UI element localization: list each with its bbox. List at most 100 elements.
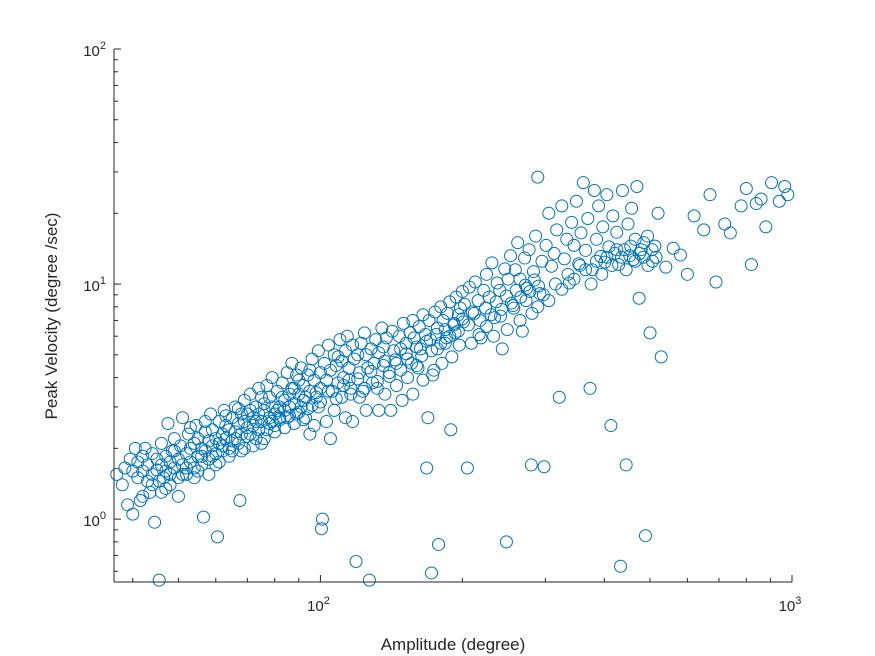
scatter-point [583, 381, 597, 395]
scatter-point [628, 232, 642, 246]
scatter-point [539, 238, 553, 252]
scatter-point [614, 559, 628, 573]
scatter-point [542, 294, 556, 308]
scatter-point [697, 223, 711, 237]
scatter-point [311, 344, 325, 358]
scatter-point [576, 176, 590, 190]
scatter-point [424, 344, 438, 358]
scatter-point [542, 206, 556, 220]
scatter-point [547, 246, 561, 260]
scatter-point [249, 415, 263, 429]
scatter-point [171, 489, 185, 503]
scatter-point [590, 232, 604, 246]
scatter-point [649, 250, 663, 264]
scatter-point [219, 419, 233, 433]
scatter-point [401, 371, 415, 385]
scatter-point [513, 313, 527, 327]
scatter-point [654, 350, 668, 364]
scatter-point [260, 379, 274, 393]
scatter-point [346, 415, 360, 429]
scatter-point [131, 471, 145, 485]
scatter-point [411, 361, 425, 375]
scatter-point [154, 485, 168, 499]
scatter-point [364, 364, 378, 378]
scatter-point [292, 405, 306, 419]
scatter-point [484, 308, 498, 322]
scatter-point [531, 279, 545, 293]
scatter-point [487, 329, 501, 343]
scatter-point [265, 415, 279, 429]
scatter-point [257, 432, 271, 446]
scatter-point [569, 194, 583, 208]
scatter-point [531, 300, 545, 314]
scatter-point [294, 361, 308, 375]
scatter-point [222, 449, 236, 463]
y-axis-label: Peak Velocity (degree /sec) [42, 213, 61, 420]
scatter-point [765, 176, 779, 190]
scatter-point [426, 368, 440, 382]
scatter-point [123, 452, 137, 466]
scatter-point [161, 417, 175, 431]
scatter-point [621, 217, 635, 231]
scatter-point [287, 417, 301, 431]
scatter-point [283, 409, 297, 423]
scatter-point [189, 419, 203, 433]
scatter-point [176, 411, 190, 425]
scatter-point [159, 464, 173, 478]
scatter-point [494, 302, 508, 316]
scatter-point [444, 423, 458, 437]
scatter-point [301, 402, 315, 416]
scatter-point [357, 381, 371, 395]
scatter-point [385, 324, 399, 338]
scatter-point [468, 275, 482, 289]
scatter-point [666, 241, 680, 255]
scatter-point [680, 267, 694, 281]
scatter-point [270, 403, 284, 417]
scatter-point [555, 199, 569, 213]
scatter-point [443, 295, 457, 309]
scatter-point [461, 318, 475, 332]
scatter-point [498, 262, 512, 276]
scatter-point [499, 535, 513, 549]
scatter-point [205, 439, 219, 453]
scatter-point [209, 458, 223, 472]
scatter-point [183, 421, 197, 435]
scatter-point [157, 471, 171, 485]
scatter-point [191, 432, 205, 446]
scatter-point [435, 356, 449, 370]
scatter-point [321, 384, 335, 398]
scatter-point [630, 180, 644, 194]
scatter-point [434, 336, 448, 350]
scatter-point [136, 449, 150, 463]
data-markers [110, 170, 795, 587]
y-tick-label: 100 [83, 510, 106, 530]
scatter-point [587, 184, 601, 198]
scatter-point [351, 372, 365, 386]
scatter-point [163, 467, 177, 481]
scatter-point [526, 265, 540, 279]
scatter-point [319, 415, 333, 429]
scatter-point [557, 252, 571, 266]
scatter-point [451, 324, 465, 338]
scatter-point [233, 493, 247, 507]
scatter-point [195, 441, 209, 455]
scatter-point [323, 432, 337, 446]
scatter-point [555, 282, 569, 296]
scatter-point [641, 258, 655, 272]
scatter-point [285, 381, 299, 395]
scatter-point [290, 368, 304, 382]
scatter-point [187, 461, 201, 475]
scatter-point [219, 432, 233, 446]
scatter-point [347, 352, 361, 366]
scatter-point [432, 537, 446, 551]
scatter-point [734, 199, 748, 213]
scatter-point [338, 411, 352, 425]
scatter-point [275, 390, 289, 404]
scatter-point [739, 181, 753, 195]
scatter-point [376, 359, 390, 373]
scatter-point [234, 444, 248, 458]
scatter-point [615, 250, 629, 264]
axes [113, 49, 792, 583]
scatter-point [581, 212, 595, 226]
scatter-point [163, 478, 177, 492]
